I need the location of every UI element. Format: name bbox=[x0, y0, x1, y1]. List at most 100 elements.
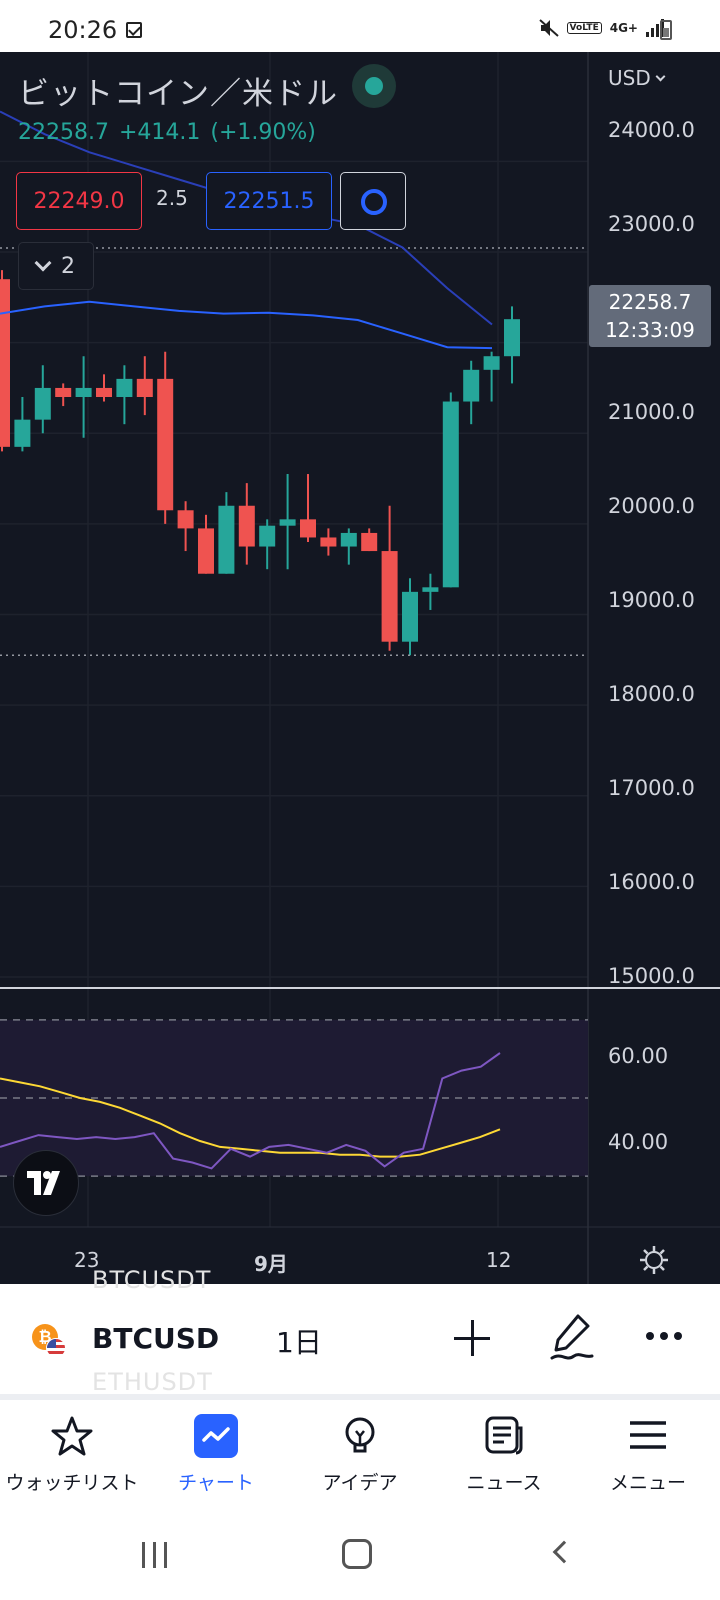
check-icon bbox=[126, 22, 142, 38]
symbol-title: ビットコイン／米ドル bbox=[18, 76, 338, 112]
price-axis-label: 24000.0 bbox=[608, 118, 695, 142]
candle-body bbox=[402, 591, 418, 642]
symbol-bar[interactable]: BTCUSDT ₿ BTCUSD 1日 ETHUSDT bbox=[0, 1266, 720, 1400]
chevron-down-icon bbox=[34, 254, 52, 272]
add-icon[interactable] bbox=[452, 1318, 492, 1358]
tradingview-logo-icon[interactable] bbox=[13, 1150, 79, 1216]
candle-body bbox=[116, 378, 133, 397]
candle-body bbox=[259, 525, 276, 547]
candle-body bbox=[279, 519, 296, 526]
mute-icon bbox=[538, 19, 559, 37]
candle-body bbox=[96, 387, 112, 397]
more-icon[interactable] bbox=[646, 1332, 682, 1340]
candle-body bbox=[198, 528, 214, 574]
candle-body bbox=[136, 378, 153, 397]
nav-item-ideas[interactable]: アイデア bbox=[288, 1414, 432, 1504]
battery-icon bbox=[660, 20, 672, 40]
chart-icon bbox=[194, 1414, 238, 1458]
candle-body bbox=[504, 319, 520, 357]
nav-item-chart[interactable]: チャート bbox=[144, 1414, 288, 1504]
candle-body bbox=[300, 519, 316, 538]
system-nav bbox=[0, 1512, 720, 1600]
candle-body bbox=[442, 401, 459, 588]
rsi-line bbox=[0, 1052, 501, 1170]
last-price: 22258.7 bbox=[18, 120, 109, 145]
price-axis-label: 16000.0 bbox=[608, 870, 695, 894]
signal-icon bbox=[646, 19, 664, 37]
currency-selector[interactable]: USD bbox=[608, 66, 666, 90]
home-icon[interactable] bbox=[342, 1539, 372, 1569]
chart-canvas[interactable] bbox=[0, 52, 720, 1284]
network-icon: 4G+ bbox=[609, 21, 638, 35]
market-open-icon[interactable] bbox=[352, 64, 396, 108]
candle-body bbox=[238, 505, 255, 547]
candle-body bbox=[0, 279, 10, 447]
candle-body bbox=[218, 505, 235, 574]
status-bar: 20:26 VoLTE 4G+ bbox=[0, 0, 720, 52]
chevron-down-icon bbox=[655, 71, 666, 81]
star-icon bbox=[51, 1416, 93, 1456]
price-axis-label: 20000.0 bbox=[608, 494, 695, 518]
price-axis-label: 17000.0 bbox=[608, 776, 695, 800]
nav-item-menu[interactable]: メニュー bbox=[576, 1414, 720, 1504]
nav-label: ウォッチリスト bbox=[5, 1472, 139, 1494]
date-axis-label: 23 bbox=[74, 1248, 100, 1272]
divider bbox=[0, 1394, 720, 1400]
candle-body bbox=[463, 369, 480, 402]
price-change-pct: (+1.90%) bbox=[210, 120, 316, 145]
date-axis-label: 12 bbox=[486, 1248, 512, 1272]
price-tag-value: 22258.7 bbox=[608, 290, 692, 314]
status-icons: VoLTE 4G+ bbox=[538, 19, 664, 37]
candle-body bbox=[177, 510, 194, 529]
candle-body bbox=[55, 387, 72, 397]
candle-body bbox=[14, 419, 31, 447]
last-price-tag: 22258.7 12:33:09 bbox=[589, 285, 711, 347]
quote-line: 22258.7 +414.1 (+1.90%) bbox=[18, 120, 326, 145]
nav-label: ニュース bbox=[466, 1472, 542, 1494]
price-axis-label: 15000.0 bbox=[608, 964, 695, 988]
sell-button[interactable]: 22249.0 bbox=[16, 172, 142, 230]
collapse-indicators-button[interactable]: 2 bbox=[18, 242, 94, 290]
symbol-name[interactable]: BTCUSD bbox=[92, 1322, 220, 1355]
currency-label: USD bbox=[608, 66, 651, 90]
price-axis-label: 21000.0 bbox=[608, 400, 695, 424]
date-axis-label: 9月 bbox=[254, 1252, 288, 1276]
price-axis-label: 19000.0 bbox=[608, 588, 695, 612]
nav-item-watchlist[interactable]: ウォッチリスト bbox=[0, 1414, 144, 1504]
rsi-ma-line bbox=[0, 1077, 501, 1158]
drawing-pen-icon[interactable] bbox=[548, 1312, 596, 1364]
interval-selector[interactable]: 1日 bbox=[276, 1326, 322, 1359]
status-time: 20:26 bbox=[48, 16, 118, 44]
lightbulb-icon bbox=[345, 1417, 375, 1453]
buy-button[interactable]: 22251.5 bbox=[206, 172, 332, 230]
back-icon[interactable] bbox=[552, 1540, 576, 1564]
candle-body bbox=[157, 378, 174, 511]
recent-apps-icon[interactable] bbox=[142, 1542, 167, 1568]
bottom-nav: ウォッチリスト チャート アイデア ニュース メニュー bbox=[0, 1400, 720, 1512]
bar-countdown: 12:33:09 bbox=[605, 318, 695, 342]
spread-value: 2.5 bbox=[156, 186, 188, 210]
nav-label: メニュー bbox=[609, 1472, 686, 1494]
candle-body bbox=[34, 387, 51, 420]
price-axis-label: 23000.0 bbox=[608, 212, 695, 236]
symbol-list-item-ghost: ETHUSDT bbox=[92, 1368, 213, 1396]
candle-body bbox=[340, 532, 357, 547]
symbol-list-item-ghost: BTCUSDT bbox=[92, 1266, 212, 1294]
candle-body bbox=[422, 587, 439, 592]
rsi-axis-label: 60.00 bbox=[608, 1044, 669, 1068]
candle-body bbox=[483, 356, 500, 370]
candle-body bbox=[75, 387, 92, 397]
candle-body bbox=[381, 551, 398, 642]
order-mode-button[interactable] bbox=[340, 172, 406, 230]
chart-area[interactable]: ビットコイン／米ドル 22258.7 +414.1 (+1.90%) 22249.0… bbox=[0, 52, 720, 1284]
price-change: +414.1 bbox=[118, 120, 201, 145]
volte-icon: VoLTE bbox=[566, 22, 602, 34]
nav-label: アイデア bbox=[322, 1472, 398, 1494]
candle-body bbox=[361, 532, 378, 552]
indicator-count: 2 bbox=[61, 253, 75, 279]
nav-item-news[interactable]: ニュース bbox=[432, 1414, 576, 1504]
news-icon bbox=[485, 1416, 523, 1455]
menu-icon bbox=[630, 1421, 666, 1449]
gear-icon[interactable] bbox=[638, 1244, 670, 1276]
price-axis-label: 18000.0 bbox=[608, 682, 695, 706]
